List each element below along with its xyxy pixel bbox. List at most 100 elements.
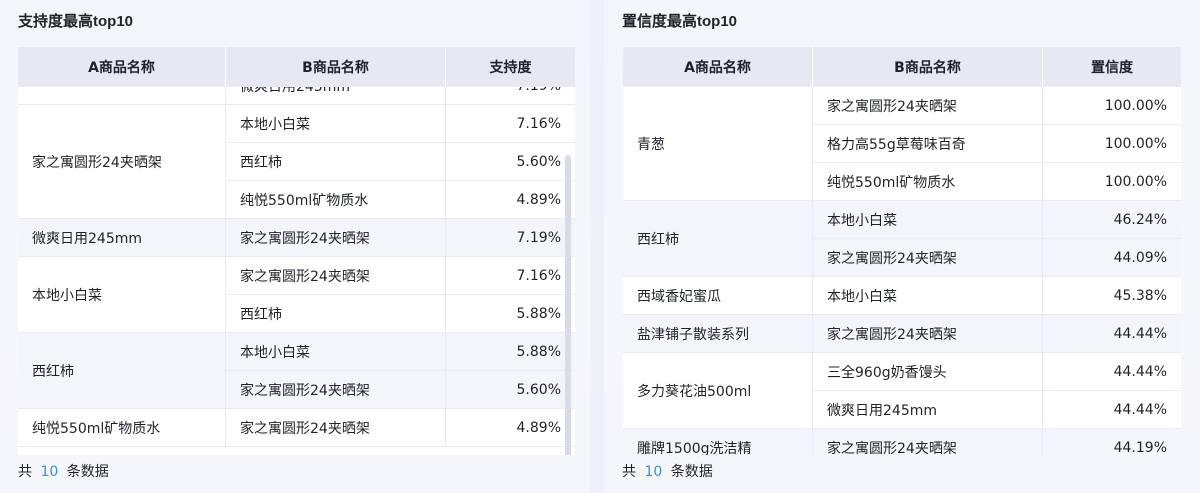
table-row[interactable]: 家之寓圆形24夹晒架 5.60%	[226, 371, 575, 409]
footer-suffix: 条数据	[66, 464, 109, 480]
table-row-group[interactable]: 多力葵花油500ml 三全960g奶香馒头 44.44% 微爽日用245mm 44.44…	[623, 353, 1181, 429]
table-row-group[interactable]: 西域香妃蜜瓜 本地小白菜 45.38%	[623, 277, 1181, 315]
table-row[interactable]: 家之寓圆形24夹晒架 7.19%	[226, 219, 575, 257]
row-list: 本地小白菜 5.88% 家之寓圆形24夹晒架 5.60%	[226, 333, 575, 409]
table-row-group[interactable]: 微爽日用245mm 家之寓圆形24夹晒架 7.19%	[18, 219, 575, 257]
cell-b-name: 本地小白菜	[813, 277, 1043, 315]
cell-a-name: 本地小白菜	[18, 257, 226, 333]
table-row-group[interactable]: 西红柿 本地小白菜 46.24% 家之寓圆形24夹晒架 44.09%	[623, 201, 1181, 277]
panel-title: 置信度最高top10	[622, 13, 738, 30]
table-row[interactable]: 本地小白菜 7.16%	[226, 105, 575, 143]
confidence-table: A商品名称 B商品名称 置信度 青葱 家之寓圆形24夹晒架 100.00% 格力高55…	[623, 47, 1181, 455]
table-row[interactable]: 家之寓圆形24夹晒架 44.09%	[813, 239, 1181, 277]
table-row-group[interactable]: 青葱 家之寓圆形24夹晒架 100.00% 格力高55g草莓味百奇 100.00% 纯悦5…	[623, 87, 1181, 201]
footer-suffix: 条数据	[670, 464, 713, 480]
row-list: 本地小白菜 45.38%	[813, 277, 1181, 315]
table-row-group[interactable]: 本地小白菜 家之寓圆形24夹晒架 7.16% 西红柿 5.88%	[18, 257, 575, 333]
table-row[interactable]: 家之寓圆形24夹晒架 7.16%	[226, 257, 575, 295]
table-row-group[interactable]: 盐津铺子散装系列 家之寓圆形24夹晒架 44.44%	[623, 315, 1181, 353]
table-row-group[interactable]: 家之寓圆形24夹晒架 本地小白菜 7.16% 西红柿 5.60% 纯悦550ml矿物质水 4…	[18, 105, 575, 219]
table-row[interactable]: 纯悦550ml矿物质水 4.89%	[226, 181, 575, 219]
table-row[interactable]: 西红柿 5.60%	[226, 143, 575, 181]
cell-a-name: 西红柿	[18, 333, 226, 409]
cell-value: 7.19%	[446, 219, 575, 257]
row-list: 家之寓圆形24夹晒架 44.19%	[813, 429, 1181, 455]
cell-b-name: 西红柿	[226, 143, 446, 181]
cell-b-name: 家之寓圆形24夹晒架	[226, 257, 446, 295]
row-list: 家之寓圆形24夹晒架 4.89%	[226, 409, 575, 447]
cell-b-name: 本地小白菜	[226, 333, 446, 371]
column-header-value[interactable]: 置信度	[1091, 60, 1133, 76]
table-row[interactable]: 微爽日用245mm 44.44%	[813, 391, 1181, 429]
cell-value: 44.09%	[1043, 239, 1181, 277]
column-header-b[interactable]: B商品名称	[813, 47, 1043, 87]
panel-title: 支持度最高top10	[18, 13, 134, 30]
cell-value: 5.60%	[446, 371, 575, 409]
table-body[interactable]: 微爽日用245mm7.19%家之寓圆形24夹晒架本地小白菜7.16%西红柿5.6…	[18, 87, 575, 455]
table-row-group[interactable]: 雕牌1500g洗洁精 家之寓圆形24夹晒架 44.19%	[623, 429, 1181, 455]
table-row[interactable]: 家之寓圆形24夹晒架 44.19%	[813, 429, 1181, 455]
table-header: A商品名称 B商品名称 支持度	[18, 47, 575, 87]
cell-value: 44.44%	[1043, 391, 1181, 429]
cell-value: 44.44%	[1043, 315, 1181, 353]
cell-a-name: 微爽日用245mm	[18, 219, 226, 257]
cell-a-name: 青葱	[623, 87, 813, 201]
table-row[interactable]: 本地小白菜 46.24%	[813, 201, 1181, 239]
table-row-group[interactable]: 西红柿 本地小白菜 5.88% 家之寓圆形24夹晒架 5.60%	[18, 333, 575, 409]
table-row[interactable]: 纯悦550ml矿物质水 100.00%	[813, 163, 1181, 201]
table-row[interactable]: 西红柿 5.88%	[226, 295, 575, 333]
cell-b-name: 微爽日用245mm	[813, 391, 1043, 429]
cell-b-name: 家之寓圆形24夹晒架	[226, 409, 446, 447]
footer-prefix: 共	[18, 464, 32, 480]
footer-prefix: 共	[622, 464, 636, 480]
column-header-a[interactable]: A商品名称	[18, 47, 226, 87]
table-footer: 共 10 条数据	[622, 461, 713, 481]
row-list: 家之寓圆形24夹晒架 7.19%	[226, 219, 575, 257]
cell-value: 4.89%	[446, 181, 575, 219]
row-list: 本地小白菜 46.24% 家之寓圆形24夹晒架 44.09%	[813, 201, 1181, 277]
cell-value: 4.89%	[446, 409, 575, 447]
cell-b-name: 西红柿	[226, 295, 446, 333]
row-list: 三全960g奶香馒头 44.44% 微爽日用245mm 44.44%	[813, 353, 1181, 429]
row-list: 家之寓圆形24夹晒架 100.00% 格力高55g草莓味百奇 100.00% 纯悦550…	[813, 87, 1181, 201]
cell-b-name: 家之寓圆形24夹晒架	[813, 239, 1043, 277]
cell-value: 5.60%	[446, 143, 575, 181]
column-header-b[interactable]: B商品名称	[226, 47, 446, 87]
row-list: 家之寓圆形24夹晒架 44.44%	[813, 315, 1181, 353]
table-row[interactable]: 微爽日用245mm7.19%	[18, 87, 575, 105]
table-body[interactable]: 青葱 家之寓圆形24夹晒架 100.00% 格力高55g草莓味百奇 100.00% 纯悦5…	[623, 87, 1181, 455]
record-count: 10	[40, 464, 59, 480]
record-count: 10	[644, 464, 663, 480]
cell-b-name: 家之寓圆形24夹晒架	[226, 219, 446, 257]
cell-value: 45.38%	[1043, 277, 1181, 315]
cell-value: 100.00%	[1043, 125, 1181, 163]
cell-b-name: 微爽日用245mm	[226, 87, 446, 105]
cell-b-name: 格力高55g草莓味百奇	[813, 125, 1043, 163]
cell-b-name: 三全960g奶香馒头	[813, 353, 1043, 391]
cell-value: 46.24%	[1043, 201, 1181, 239]
table-row[interactable]: 家之寓圆形24夹晒架 4.89%	[226, 409, 575, 447]
cell-b-name: 家之寓圆形24夹晒架	[226, 371, 446, 409]
column-header-value[interactable]: 支持度	[489, 60, 532, 76]
table-footer: 共 10 条数据	[18, 461, 109, 481]
cell-a-name: 纯悦550ml矿物质水	[18, 409, 226, 447]
table-row[interactable]: 本地小白菜 45.38%	[813, 277, 1181, 315]
column-header-a[interactable]: A商品名称	[623, 47, 813, 87]
cell-value: 100.00%	[1043, 163, 1181, 201]
cell-b-name: 纯悦550ml矿物质水	[813, 163, 1043, 201]
table-row[interactable]: 格力高55g草莓味百奇 100.00%	[813, 125, 1181, 163]
table-row[interactable]: 三全960g奶香馒头 44.44%	[813, 353, 1181, 391]
table-row[interactable]: 本地小白菜 5.88%	[226, 333, 575, 371]
row-list: 家之寓圆形24夹晒架 7.16% 西红柿 5.88%	[226, 257, 575, 333]
support-panel: 支持度最高top10 A商品名称 B商品名称 支持度 微爽日用245mm7.19…	[0, 0, 590, 493]
cell-value: 7.16%	[446, 105, 575, 143]
vertical-scrollbar[interactable]	[565, 155, 571, 455]
cell-b-name: 家之寓圆形24夹晒架	[813, 315, 1043, 353]
cell-value: 7.19%	[446, 87, 575, 105]
cell-value: 5.88%	[446, 295, 575, 333]
table-row[interactable]: 家之寓圆形24夹晒架 100.00%	[813, 87, 1181, 125]
table-row-group[interactable]: 纯悦550ml矿物质水 家之寓圆形24夹晒架 4.89%	[18, 409, 575, 447]
table-row[interactable]: 家之寓圆形24夹晒架 44.44%	[813, 315, 1181, 353]
cell-a-name: 多力葵花油500ml	[623, 353, 813, 429]
cell-a-name: 雕牌1500g洗洁精	[623, 429, 813, 455]
